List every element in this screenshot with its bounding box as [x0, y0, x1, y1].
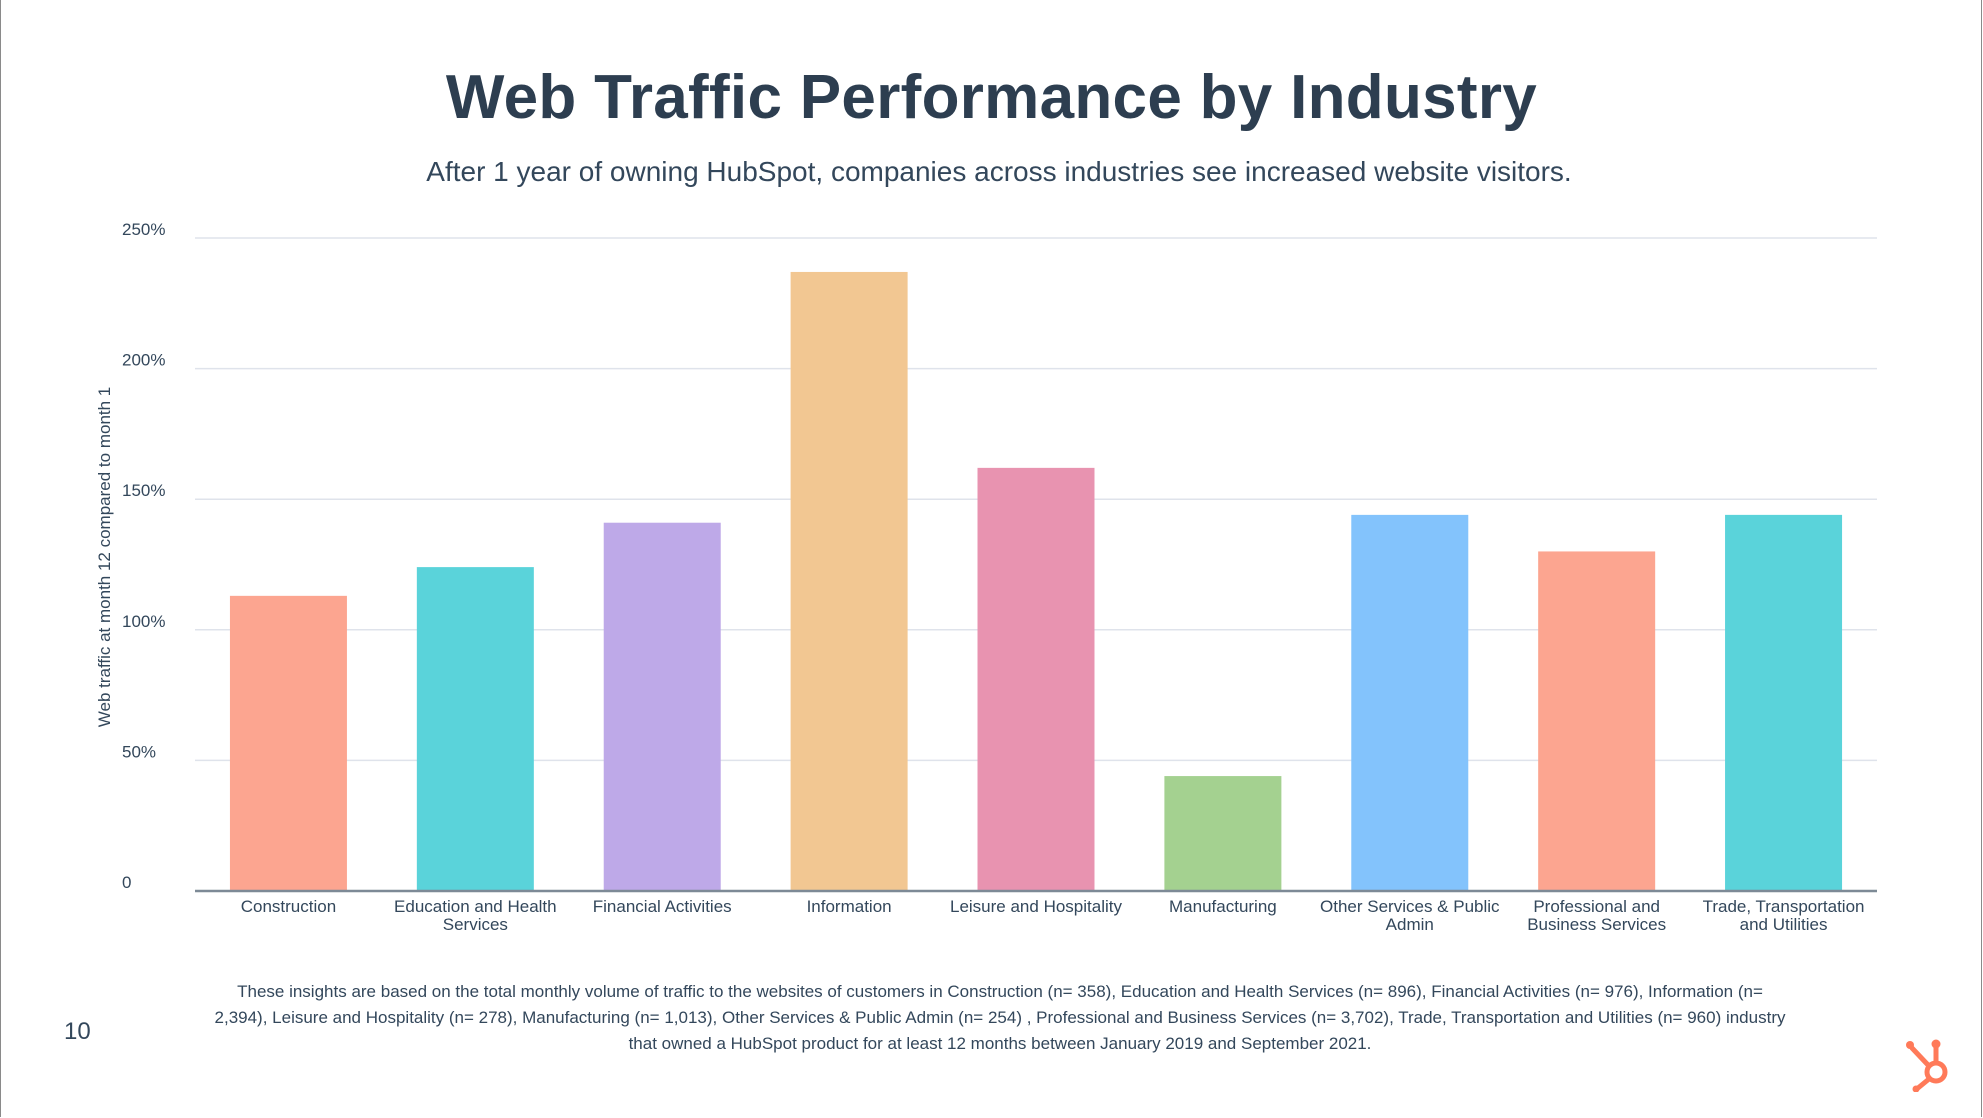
bar: [416, 567, 534, 891]
chart-title: Web Traffic Performance by Industry: [445, 63, 1538, 132]
bar-chart: 0 50% 100% 150% 200% 250% Web traffic at month…: [95, 220, 1877, 934]
bar: [790, 271, 908, 891]
bar: [1164, 776, 1282, 891]
x-tick-label: Other Services & Public Admin: [1320, 897, 1500, 934]
footnote: These insights are based on the total mo…: [214, 982, 1786, 1053]
y-tick-label: 250%: [122, 220, 165, 239]
bar: [1351, 514, 1469, 891]
chart-subtitle: After 1 year of owning HubSpot, companie…: [426, 156, 1572, 187]
x-tick-label: Professional and Business Services: [1527, 897, 1666, 934]
y-tick-label: 100%: [122, 612, 165, 631]
hubspot-sprocket-icon: [1906, 1039, 1948, 1092]
x-tick-label: Construction: [241, 897, 336, 916]
x-tick-label: Trade, Transportation and Utilities: [1703, 897, 1865, 934]
y-tick-label: 50%: [122, 742, 156, 761]
bar: [603, 522, 721, 891]
bar: [1538, 551, 1656, 891]
page-number: 10: [64, 1018, 91, 1045]
bar: [229, 595, 347, 891]
x-tick-label: Leisure and Hospitality: [950, 897, 1122, 916]
y-axis-label: Web traffic at month 12 compared to mont…: [95, 387, 114, 728]
x-tick-label: Information: [807, 897, 892, 916]
x-tick-label: Education and Health Services: [394, 897, 557, 934]
bar: [1725, 514, 1843, 891]
y-tick-label: 150%: [122, 481, 165, 500]
y-tick-label: 200%: [122, 351, 165, 370]
x-tick-label: Financial Activities: [593, 897, 732, 916]
y-tick-label: 0: [122, 873, 131, 892]
bar: [977, 467, 1095, 891]
x-tick-label: Manufacturing: [1169, 897, 1277, 916]
